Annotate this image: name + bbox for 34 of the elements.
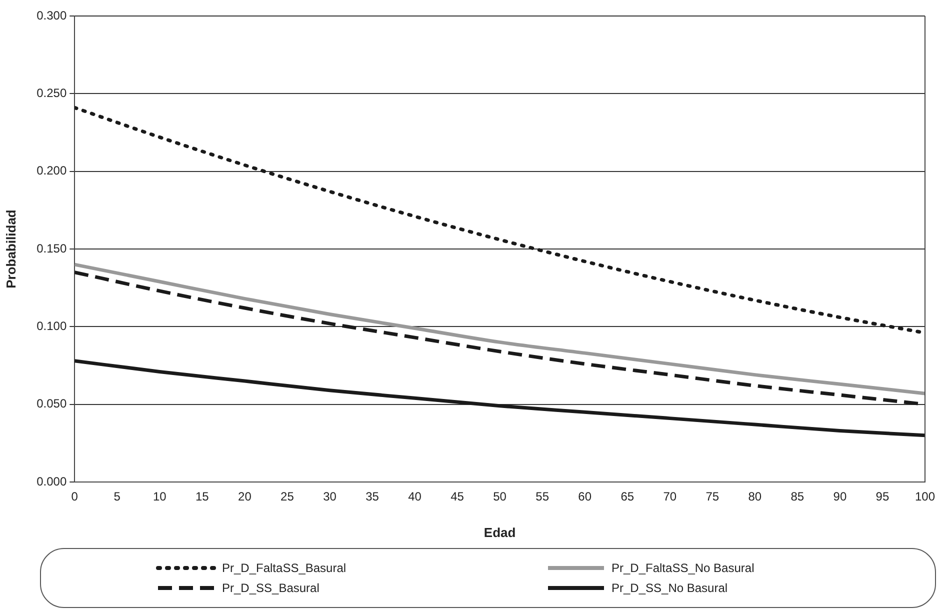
x-tick-label: 85 bbox=[790, 490, 804, 504]
x-tick-label: 5 bbox=[114, 490, 121, 504]
y-axis-title: Probabilidad bbox=[3, 210, 18, 288]
x-tick-label: 75 bbox=[706, 490, 720, 504]
x-tick-label: 100 bbox=[914, 490, 936, 504]
legend-label: Pr_D_FaltaSS_Basural bbox=[222, 561, 346, 575]
x-tick-label: 15 bbox=[196, 490, 210, 504]
y-tick-label: 0.150 bbox=[36, 241, 67, 256]
legend-label: Pr_D_SS_No Basural bbox=[612, 581, 728, 595]
x-tick-label: 35 bbox=[366, 490, 380, 504]
x-axis-title: Edad bbox=[484, 524, 516, 540]
x-tick-label: 45 bbox=[450, 490, 464, 504]
legend-label: Pr_D_FaltaSS_No Basural bbox=[612, 561, 754, 575]
x-tick-label: 10 bbox=[152, 490, 167, 504]
x-tick-label: 25 bbox=[280, 490, 294, 504]
x-tick-label: 0 bbox=[71, 490, 78, 504]
x-tick-label: 70 bbox=[663, 490, 677, 504]
x-tick-label: 55 bbox=[536, 490, 550, 504]
x-tick-label: 90 bbox=[833, 490, 847, 504]
x-tick-label: 40 bbox=[408, 490, 422, 504]
legend-label: Pr_D_SS_Basural bbox=[222, 581, 320, 595]
x-tick-label: 65 bbox=[620, 490, 634, 504]
y-tick-label: 0.300 bbox=[36, 8, 67, 22]
x-tick-label: 50 bbox=[493, 490, 507, 504]
x-tick-label: 95 bbox=[876, 490, 890, 504]
x-tick-label: 20 bbox=[238, 490, 252, 504]
y-tick-label: 0.000 bbox=[36, 474, 67, 488]
y-tick-label: 0.200 bbox=[36, 164, 67, 178]
y-tick-label: 0.100 bbox=[36, 318, 67, 333]
y-tick-label: 0.250 bbox=[36, 86, 67, 100]
x-tick-label: 80 bbox=[748, 490, 762, 504]
x-tick-label: 30 bbox=[323, 490, 337, 504]
y-tick-label: 0.050 bbox=[36, 396, 67, 411]
x-tick-label: 60 bbox=[578, 490, 592, 504]
